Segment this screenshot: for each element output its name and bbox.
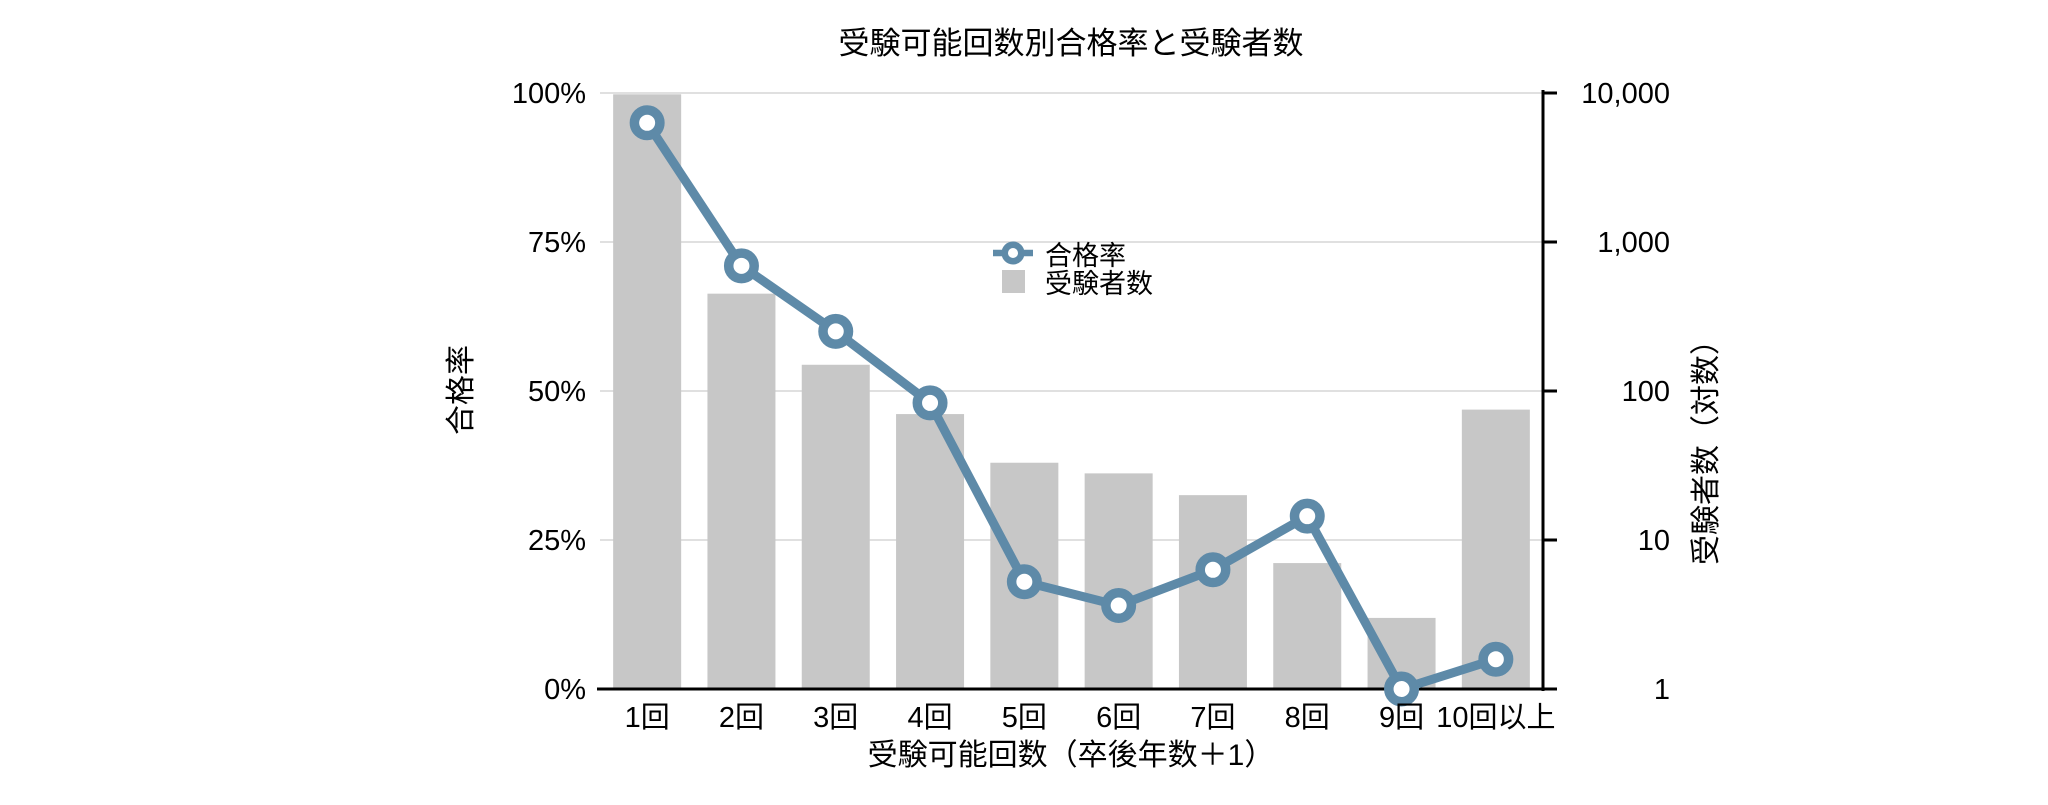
y-left-tick-label: 50% xyxy=(528,376,586,408)
bar-8回 xyxy=(1273,563,1342,689)
bar-1回 xyxy=(613,94,682,689)
marker-9回 xyxy=(1384,671,1420,707)
legend-bar-swatch-wrap xyxy=(993,269,1033,293)
legend-label-pass-rate: 合格率 xyxy=(1045,240,1126,271)
legend-bar-swatch xyxy=(1001,269,1025,293)
y-axis-title-left: 合格率 xyxy=(444,345,478,435)
bar-3回 xyxy=(801,364,870,689)
x-tick-label: 9回 xyxy=(1379,702,1424,734)
x-axis-title: 受験可能回数（卒後年数＋1） xyxy=(867,738,1275,772)
marker-7回 xyxy=(1195,552,1231,588)
x-tick-label: 5回 xyxy=(1002,702,1047,734)
y-right-tick-label: 100 xyxy=(1622,376,1670,408)
legend-label-examinees: 受験者数 xyxy=(1045,268,1153,299)
y-axis-title-right: 受験者数（対数） xyxy=(1689,325,1723,565)
legend-item-examinees: 受験者数 xyxy=(993,267,1153,299)
y-right-tick-label: 1 xyxy=(1654,674,1670,706)
y-left-tick-label: 75% xyxy=(528,227,586,259)
y-right-tick-label: 10 xyxy=(1638,525,1670,557)
marker-10回以上 xyxy=(1478,641,1514,677)
chart-title: 受験可能回数別合格率と受験者数 xyxy=(838,26,1304,62)
pass-rate-line xyxy=(642,118,1501,694)
marker-6回 xyxy=(1101,588,1137,624)
bar-6回 xyxy=(1084,473,1153,689)
marker-1回 xyxy=(629,105,665,141)
y-right-tick-label: 10,000 xyxy=(1581,78,1670,110)
x-tick-label: 7回 xyxy=(1190,702,1235,734)
marker-3回 xyxy=(818,313,854,349)
marker-5回 xyxy=(1006,564,1042,600)
x-tick-label: 8回 xyxy=(1285,702,1330,734)
y-left-tick-label: 100% xyxy=(512,78,586,110)
marker-2回 xyxy=(723,248,759,284)
legend-line-marker-icon xyxy=(993,241,1033,265)
bar-4回 xyxy=(896,414,965,689)
y-left-tick-label: 0% xyxy=(544,674,586,706)
marker-4回 xyxy=(912,385,948,421)
x-tick-label: 4回 xyxy=(907,702,952,734)
x-tick-label: 1回 xyxy=(625,702,670,734)
x-tick-label: 3回 xyxy=(813,702,858,734)
x-tick-label: 6回 xyxy=(1096,702,1141,734)
x-tick-label: 2回 xyxy=(719,702,764,734)
marker-8回 xyxy=(1289,498,1325,534)
legend-item-pass-rate: 合格率 xyxy=(993,239,1153,271)
bar-7回 xyxy=(1178,495,1247,689)
y-right-tick-label: 1,000 xyxy=(1597,227,1670,259)
y-left-tick-label: 25% xyxy=(528,525,586,557)
bar-2回 xyxy=(707,293,776,689)
legend: 合格率 受験者数 xyxy=(993,239,1153,299)
x-tick-label: 10回以上 xyxy=(1436,702,1555,734)
